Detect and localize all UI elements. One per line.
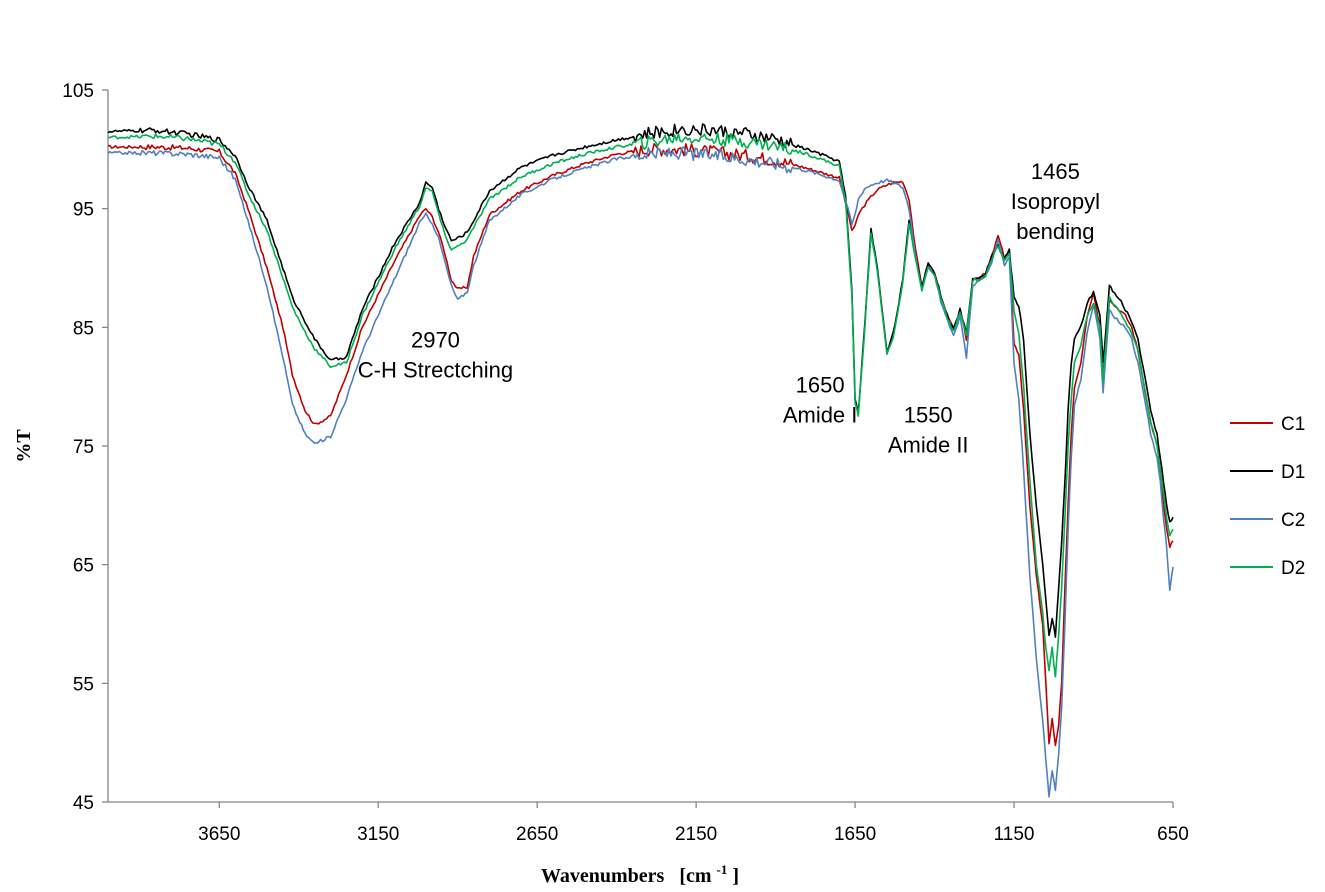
y-tick-label: 55 <box>73 674 94 695</box>
x-axis-title-unit-sup: -1 <box>717 862 728 877</box>
annotation-3-line-1: Isopropyl <box>1011 189 1100 214</box>
x-tick-label: 1650 <box>834 824 876 845</box>
y-tick-label: 45 <box>73 793 94 814</box>
y-axis-title: %T <box>13 429 35 463</box>
legend-label-c1: C1 <box>1281 414 1305 435</box>
x-tick-label: 650 <box>1157 824 1189 845</box>
x-tick-label: 2150 <box>675 824 717 845</box>
x-axis-title-main: Wavenumbers <box>541 865 665 887</box>
y-ticks: 45 55 65 75 85 95 105 <box>62 81 108 814</box>
annotation-3-line-2: bending <box>1016 219 1094 244</box>
series-group <box>107 123 1174 798</box>
x-axis-title: Wavenumbers [cm -1 ] <box>541 857 739 887</box>
series-line-c2 <box>107 146 1174 798</box>
x-axis-title-unit-prefix: [cm <box>679 865 712 887</box>
annotation-2-line-1: Amide II <box>888 432 969 457</box>
y-tick-label: 95 <box>73 200 94 221</box>
series-line-d2 <box>107 131 1174 678</box>
annotation-1-line-0: 1650 <box>796 373 845 398</box>
legend-label-d1: D1 <box>1281 462 1305 483</box>
series-line-c1 <box>107 143 1174 747</box>
y-tick-label: 65 <box>73 556 94 577</box>
x-tick-label: 2650 <box>516 824 558 845</box>
y-tick-label: 85 <box>73 318 94 339</box>
annotation-3-line-0: 1465 <box>1031 159 1080 184</box>
annotation-0-line-0: 2970 <box>411 328 460 353</box>
x-tick-label: 1150 <box>994 824 1035 845</box>
legend-label-d2: D2 <box>1281 558 1305 579</box>
annotation-2-line-0: 1550 <box>904 402 953 427</box>
annotation-0-line-1: C-H Strectching <box>358 358 513 383</box>
y-tick-label: 75 <box>73 437 94 458</box>
legend: C1 D1 C2 D2 <box>1230 414 1305 579</box>
annotation-1-line-1: Amide I <box>783 403 858 428</box>
x-ticks: 3650 3150 2650 2150 1650 1150 650 <box>198 802 1189 845</box>
x-axis-title-unit-suffix: ] <box>732 865 739 887</box>
legend-label-c2: C2 <box>1281 510 1305 531</box>
annotations: 2970 C-H Strectching 1650 Amide I 1550 Amide … <box>358 159 1100 457</box>
y-tick-label: 105 <box>62 81 94 102</box>
x-tick-label: 3650 <box>198 824 240 845</box>
x-tick-label: 3150 <box>357 824 399 845</box>
